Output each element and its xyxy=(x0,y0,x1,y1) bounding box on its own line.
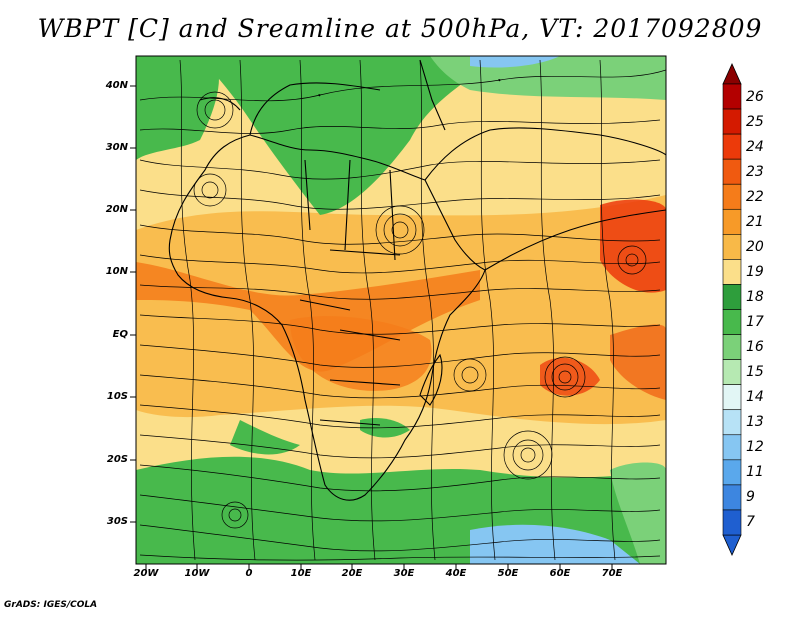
colorbar-label: 13 xyxy=(746,414,764,431)
colorbar-label: 18 xyxy=(746,288,764,305)
colorbar-label: 7 xyxy=(746,514,755,531)
lon-label-10w: 10W xyxy=(184,568,210,579)
lat-label-30s: 30S xyxy=(106,516,128,527)
lat-label-30n: 30N xyxy=(105,142,128,153)
colorbar-label: 16 xyxy=(746,339,764,356)
colorbar-segment xyxy=(722,509,742,536)
colorbar-segment xyxy=(722,409,742,436)
colorbar-segment xyxy=(722,133,742,160)
colorbar-segment xyxy=(722,334,742,360)
lon-label-40e: 40E xyxy=(445,568,467,579)
colorbar xyxy=(722,63,742,556)
lon-label-20w: 20W xyxy=(133,568,159,579)
colorbar-segment xyxy=(722,359,742,385)
colorbar-label: 19 xyxy=(746,263,764,280)
lon-label-60e: 60E xyxy=(549,568,571,579)
colorbar-segment xyxy=(722,434,742,461)
colorbar-segment xyxy=(722,208,742,235)
colorbar-segment xyxy=(722,459,742,486)
lon-label-70e: 70E xyxy=(601,568,623,579)
lon-label-0: 0 xyxy=(245,568,253,579)
wbpt-field xyxy=(136,56,666,564)
lon-label-20e: 20E xyxy=(341,568,363,579)
lat-label-20n: 20N xyxy=(105,204,128,215)
colorbar-label: 17 xyxy=(746,314,764,331)
colorbar-segment xyxy=(722,384,742,411)
lat-label-20s: 20S xyxy=(106,454,128,465)
colorbar-segment xyxy=(722,309,742,335)
colorbar-label: 11 xyxy=(746,464,764,481)
colorbar-segment xyxy=(722,284,742,310)
lat-label-10n: 10N xyxy=(105,266,128,277)
colorbar-label: 23 xyxy=(746,163,764,180)
map-title: WBPT [C] and Sreamline at 500hPa, VT: 20… xyxy=(37,14,763,43)
colorbar-segment xyxy=(722,484,742,511)
lat-label-10s: 10S xyxy=(106,391,128,402)
colorbar-label: 14 xyxy=(746,389,764,406)
axis-ticks xyxy=(130,85,613,570)
streamlines xyxy=(139,59,666,561)
colorbar-label: 9 xyxy=(746,489,755,506)
colorbar-label: 21 xyxy=(746,213,764,230)
colorbar-segment xyxy=(722,259,742,285)
colorbar-bottom-arrow xyxy=(722,534,742,556)
colorbar-segment xyxy=(722,183,742,210)
grads-credit: GrADS: IGES/COLA xyxy=(4,600,98,610)
colorbar-label: 26 xyxy=(746,88,764,105)
lat-label-40n: 40N xyxy=(105,80,128,91)
lat-label-eq: EQ xyxy=(112,329,128,340)
lon-label-10e: 10E xyxy=(290,568,312,579)
colorbar-label: 20 xyxy=(746,238,764,255)
coastlines xyxy=(168,59,666,501)
colorbar-label: 15 xyxy=(746,364,764,381)
colorbar-label: 22 xyxy=(746,188,764,205)
colorbar-segment xyxy=(722,108,742,135)
colorbar-label: 25 xyxy=(746,113,764,130)
colorbar-segment xyxy=(722,83,742,110)
lon-label-30e: 30E xyxy=(393,568,415,579)
lon-label-50e: 50E xyxy=(497,568,519,579)
colorbar-segment xyxy=(722,234,742,260)
colorbar-top-arrow xyxy=(722,63,742,85)
colorbar-label: 24 xyxy=(746,138,764,155)
colorbar-label: 12 xyxy=(746,439,764,456)
colorbar-segment xyxy=(722,158,742,185)
